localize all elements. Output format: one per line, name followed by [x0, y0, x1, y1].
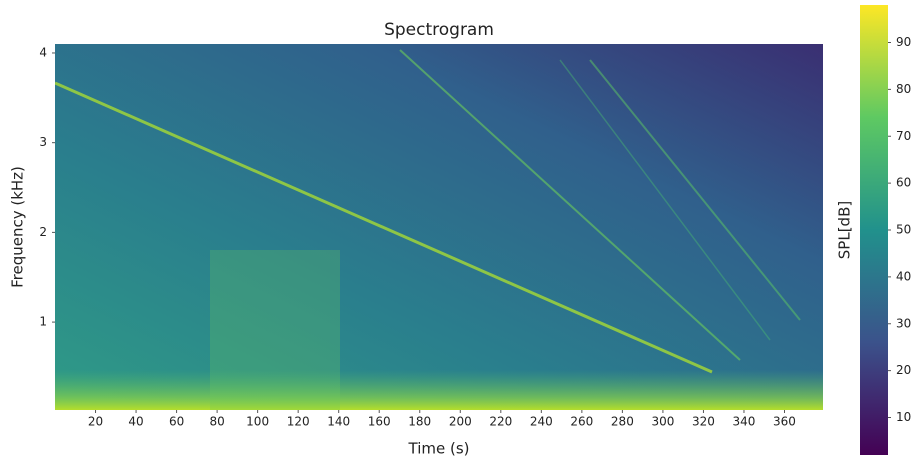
y-tick-label: 3 [39, 135, 47, 149]
x-tick-label: 20 [88, 415, 103, 429]
y-tick-label: 1 [39, 315, 47, 329]
x-tick-label: 260 [570, 415, 593, 429]
colorbar-tick-label: 90 [896, 35, 911, 49]
colorbar-tick-label: 60 [896, 176, 911, 190]
x-tick-label: 320 [692, 415, 715, 429]
y-axis-label: Frequency (kHz) [9, 166, 27, 288]
x-tick-label: 240 [530, 415, 553, 429]
chart-title: Spectrogram [384, 20, 494, 40]
x-axis-label: Time (s) [408, 440, 470, 458]
x-tick-label: 80 [209, 415, 224, 429]
colorbar-tick-label: 30 [896, 316, 911, 330]
x-tick-label: 220 [489, 415, 512, 429]
spectrogram-image [55, 44, 823, 410]
colorbar [860, 5, 888, 455]
x-tick-label: 60 [169, 415, 184, 429]
x-tick-label: 360 [773, 415, 796, 429]
colorbar-tick-label: 20 [896, 363, 911, 377]
x-tick-label: 300 [651, 415, 674, 429]
colorbar-label: SPL[dB] [836, 201, 854, 259]
y-tick-label: 4 [39, 45, 47, 59]
x-tick-label: 200 [449, 415, 472, 429]
x-tick-label: 280 [611, 415, 634, 429]
colorbar-tick-label: 80 [896, 82, 911, 96]
x-tick-label: 100 [246, 415, 269, 429]
x-tick-label: 140 [327, 415, 350, 429]
colorbar-tick-label: 10 [896, 410, 911, 424]
x-tick-label: 160 [368, 415, 391, 429]
x-tick-label: 180 [408, 415, 431, 429]
x-tick-label: 40 [128, 415, 143, 429]
colorbar-tick-label: 40 [896, 269, 911, 283]
x-tick-label: 120 [287, 415, 310, 429]
y-tick-label: 2 [39, 225, 47, 239]
x-tick-label: 340 [733, 415, 756, 429]
colorbar-tick-label: 70 [896, 129, 911, 143]
colorbar-tick-label: 50 [896, 223, 911, 237]
